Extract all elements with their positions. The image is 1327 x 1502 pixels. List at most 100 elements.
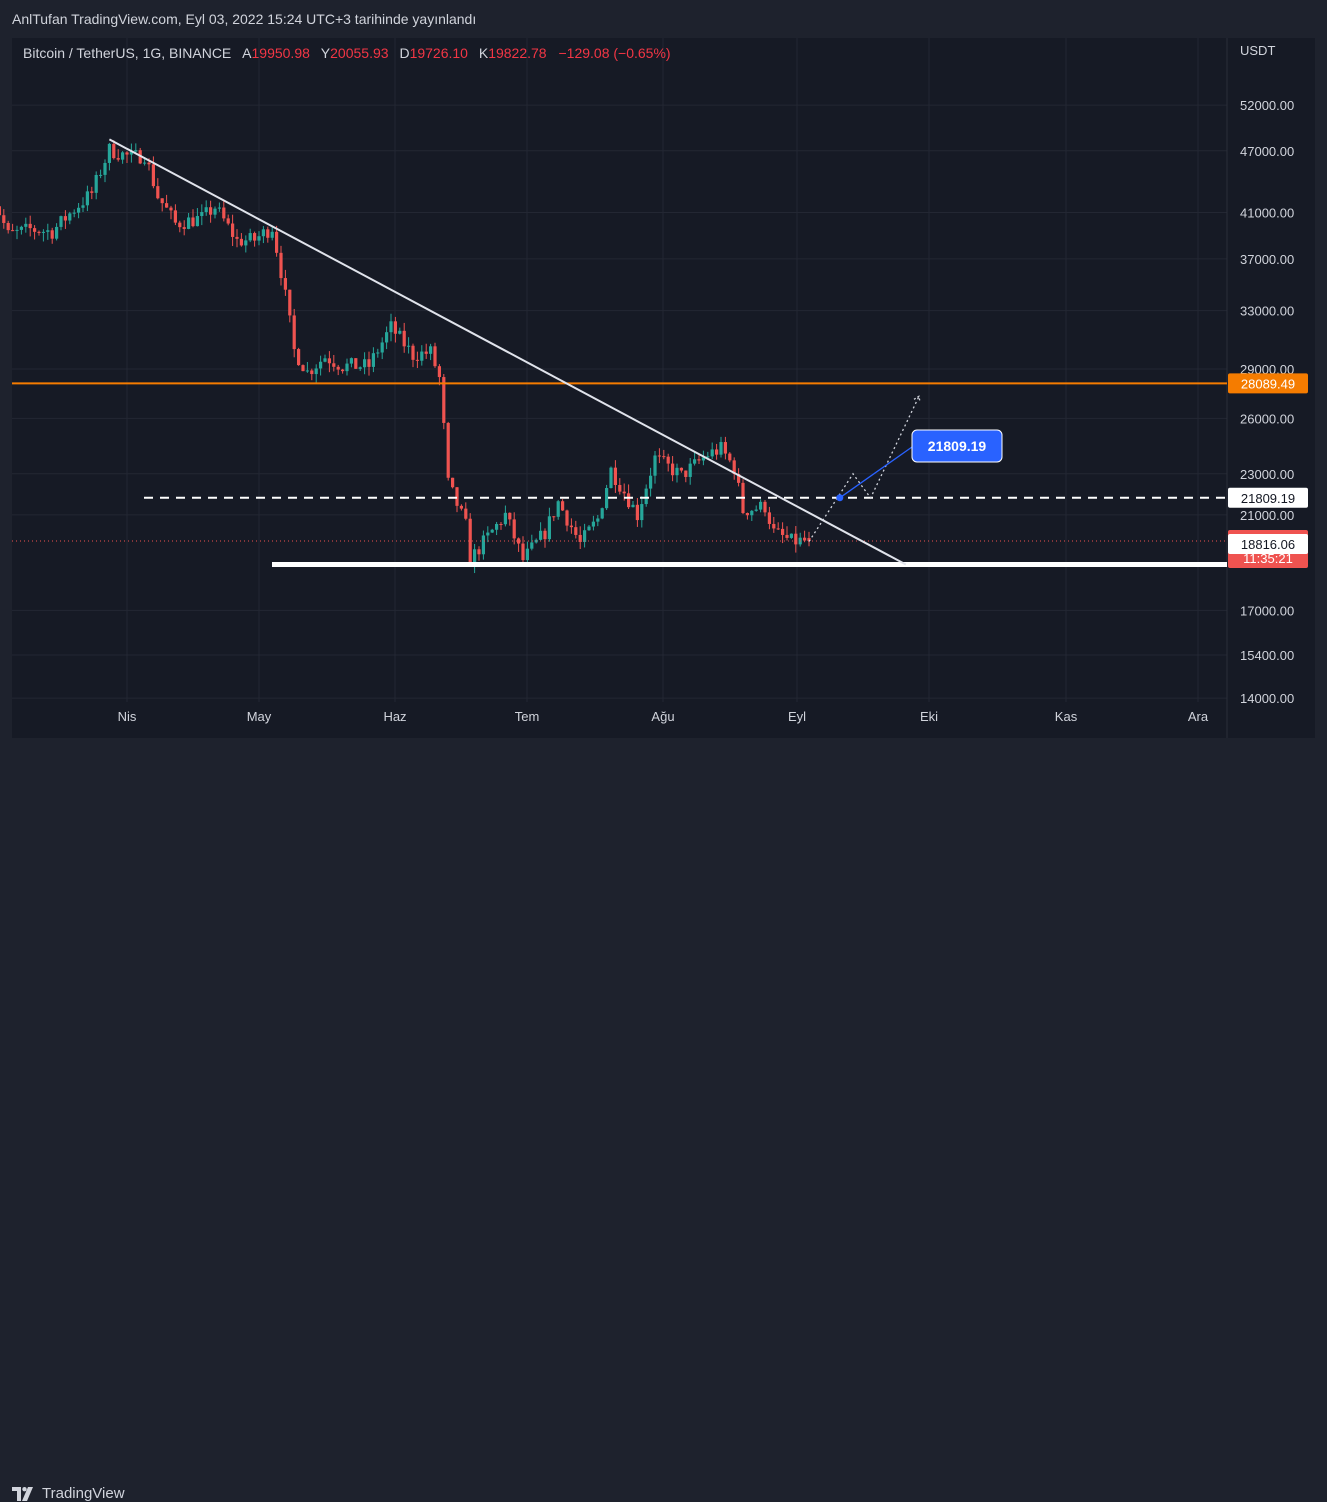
candle-down	[561, 499, 565, 511]
candle-up	[358, 366, 362, 371]
candle-down	[354, 358, 358, 369]
candle-body	[508, 512, 512, 520]
candle-body	[63, 216, 67, 221]
candle-down	[50, 227, 54, 244]
candle-body	[583, 530, 587, 542]
candle-body	[569, 525, 573, 528]
candle-body	[345, 363, 349, 372]
candle-body	[46, 230, 50, 232]
candle-down	[512, 512, 516, 545]
candle-down	[341, 368, 345, 374]
candle-body	[803, 537, 807, 541]
candle-up	[248, 228, 252, 243]
candle-down	[684, 470, 688, 483]
x-tick-label: May	[247, 709, 272, 724]
countdown-text: 11:35:21	[1243, 551, 1293, 566]
candle-body	[160, 198, 164, 204]
price-axis[interactable]: USDT 52000.00 47000.00 41000.00 37000.00 3300…	[1240, 43, 1294, 738]
drawings[interactable]: 21809.19	[12, 138, 1227, 567]
candle-body	[19, 226, 23, 230]
candle-body	[710, 449, 714, 457]
candle-body	[473, 549, 477, 567]
candle-up	[24, 217, 28, 233]
candle-body	[433, 346, 437, 367]
candle-body	[591, 521, 595, 527]
target-callout[interactable]: 21809.19	[911, 429, 1003, 463]
resistance-badge-bg	[1228, 373, 1308, 394]
candle-body	[715, 449, 719, 455]
candle-body	[323, 358, 327, 362]
x-tick-label: Ara	[1188, 709, 1209, 724]
candle-up	[81, 197, 85, 212]
target-badge-bg	[1228, 487, 1308, 508]
candle-body	[116, 158, 120, 160]
resistance-badge: 28089.49	[1228, 373, 1308, 394]
candle-up	[257, 231, 261, 246]
support-badge-text: 18816.06	[1241, 537, 1295, 552]
candle-body	[807, 538, 811, 541]
candles	[0, 140, 811, 574]
legend-symbol[interactable]: Bitcoin / TetherUS, 1G, BINANCE	[23, 45, 232, 61]
candle-body	[622, 491, 626, 494]
candle-up	[319, 355, 323, 376]
candle-up	[495, 521, 499, 536]
candle-down	[455, 487, 459, 513]
candle-body	[424, 351, 428, 354]
candle-down	[807, 531, 811, 547]
candle-down	[182, 220, 186, 236]
candle-down	[657, 448, 661, 464]
candle-body	[728, 453, 732, 461]
candle-up	[591, 515, 595, 531]
candle-up	[754, 505, 758, 512]
candle-body	[662, 456, 666, 458]
candle-down	[191, 209, 195, 228]
candle-body	[231, 223, 235, 237]
candle-body	[275, 231, 279, 253]
candle-down	[116, 149, 120, 162]
candle-body	[112, 143, 116, 159]
candle-up	[631, 500, 635, 508]
candle-body	[776, 528, 780, 530]
candle-body	[151, 164, 155, 187]
candle-up	[429, 343, 433, 361]
candle-body	[666, 456, 670, 464]
candle-down	[679, 467, 683, 473]
candle-body	[363, 359, 367, 368]
candle-down	[367, 351, 371, 376]
candle-body	[24, 223, 28, 227]
candle-body	[90, 191, 94, 193]
candle-down	[741, 479, 745, 515]
candle-up	[15, 225, 19, 240]
time-axis[interactable]: Nis May Haz Tem Ağu Eyl Eki Kas Ara	[118, 709, 1209, 724]
candle-up	[587, 524, 591, 531]
projection-path[interactable]	[808, 396, 920, 542]
candle-down	[165, 194, 169, 208]
price-chart[interactable]: 21809.19 USDT 52000.00 47000.00 41000.00 370…	[0, 0, 1327, 738]
candle-down	[662, 449, 666, 460]
candle-body	[6, 222, 10, 231]
candle-down	[37, 230, 41, 236]
candle-up	[77, 203, 81, 219]
candle-body	[191, 217, 195, 227]
candle-up	[371, 347, 375, 373]
candle-up	[473, 543, 477, 574]
candle-body	[437, 366, 441, 378]
candle-down	[543, 528, 547, 548]
candle-down	[209, 200, 213, 223]
tradingview-logo[interactable]: TradingView	[12, 1485, 125, 1502]
candle-down	[446, 421, 450, 481]
legend-low-label: D	[399, 45, 410, 61]
candle-up	[649, 467, 653, 497]
candle-down	[336, 364, 340, 376]
candle-body	[257, 236, 261, 241]
candle-body	[248, 233, 252, 241]
candle-body	[341, 369, 345, 372]
candle-body	[367, 359, 371, 367]
candle-down	[737, 468, 741, 487]
legend-high-label: Y	[320, 45, 331, 61]
candle-body	[495, 523, 499, 530]
downtrend-line[interactable]	[108, 138, 907, 566]
grid-lines	[12, 38, 1227, 702]
candle-body	[605, 488, 609, 509]
candle-down	[666, 453, 670, 472]
